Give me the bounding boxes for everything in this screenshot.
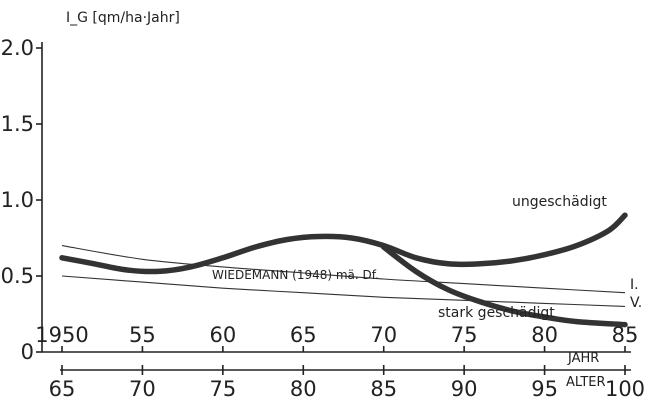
series-line-i bbox=[61, 245, 626, 294]
year-tick-label: 65 bbox=[290, 323, 317, 347]
age-tick-label: 90 bbox=[451, 377, 478, 401]
label-layer: I_G [qm/ha·Jahr] JAHR ALTER ungeschädigt… bbox=[66, 10, 642, 390]
y-tick-label: 0.5 bbox=[1, 264, 34, 288]
y-axis-label: I_G [qm/ha·Jahr] bbox=[66, 10, 180, 26]
year-tick-label: 55 bbox=[129, 323, 156, 347]
age-tick-label: 75 bbox=[209, 377, 236, 401]
year-axis-label: JAHR bbox=[567, 351, 599, 366]
annotation-ungeschaedigt: ungeschädigt bbox=[512, 194, 607, 210]
age-axis-label: ALTER bbox=[566, 375, 606, 390]
y-tick-label: 0 bbox=[21, 340, 34, 364]
annotation-class-i: I. bbox=[630, 277, 639, 293]
age-tick-label: 100 bbox=[605, 377, 645, 401]
year-tick-label: 1950 bbox=[35, 323, 88, 347]
year-tick-label: 60 bbox=[209, 323, 236, 347]
series-line-stark-geschaedigt bbox=[380, 244, 628, 328]
series-line-v bbox=[61, 275, 626, 307]
series-layer bbox=[59, 212, 628, 328]
age-tick-label: 70 bbox=[129, 377, 156, 401]
age-tick-label: 95 bbox=[531, 377, 558, 401]
year-tick-label: 70 bbox=[370, 323, 397, 347]
annotation-wiedemann: WIEDEMANN (1948) mä. Df. bbox=[212, 268, 379, 282]
age-tick-label: 85 bbox=[370, 377, 397, 401]
annotation-class-v: V. bbox=[630, 295, 642, 311]
series-line-ungeschaedigt bbox=[59, 212, 628, 275]
y-tick-label: 1.5 bbox=[1, 112, 34, 136]
year-tick-label: 75 bbox=[451, 323, 478, 347]
annotation-stark-geschaedigt: stark geschädigt bbox=[438, 305, 555, 321]
age-tick-label: 80 bbox=[290, 377, 317, 401]
y-tick-label: 2.0 bbox=[1, 36, 34, 60]
age-tick-label: 65 bbox=[49, 377, 76, 401]
y-tick-label: 1.0 bbox=[1, 188, 34, 212]
year-tick-label: 80 bbox=[531, 323, 558, 347]
